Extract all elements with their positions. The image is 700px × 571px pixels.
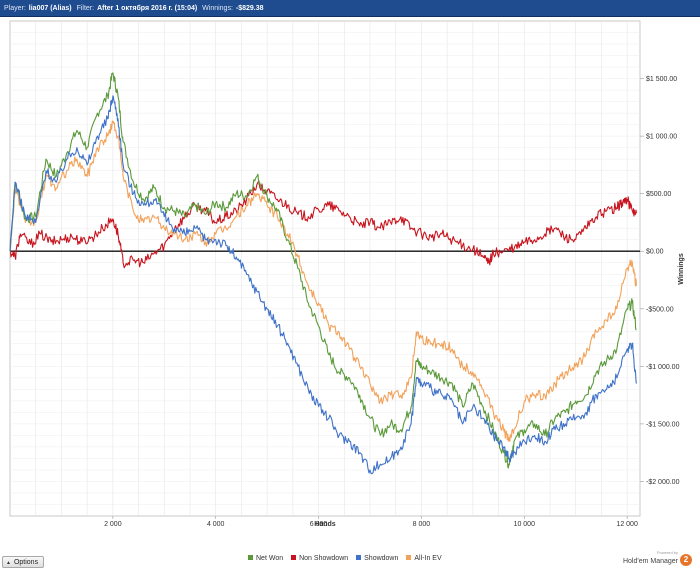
brand-badge-icon: 2 (680, 554, 692, 566)
x-tick-label: 8 000 (413, 521, 431, 528)
brand-name: Hold'em Manager (622, 558, 678, 565)
bottom-bar: ▲ Options Net Won Non Showdown Showdown All-… (0, 550, 700, 571)
y-tick-label: -$500.00 (646, 306, 674, 313)
brand-logo: Powered by Hold'em Manager 2 (610, 550, 698, 571)
grid-lines (10, 21, 640, 516)
legend-label: Non Showdown (299, 555, 349, 562)
player-label: Player: (4, 5, 26, 12)
player-value: lia007 (Alias) (28, 5, 72, 12)
series-line-all-in-ev (9, 120, 637, 442)
y-tick-label: -$1 500.00 (646, 421, 680, 428)
y-tick-label: $1 000.00 (646, 134, 677, 141)
legend-item-non-showdown[interactable]: Non Showdown (291, 555, 348, 562)
winnings-label: Winnings: (202, 5, 233, 12)
x-tick-labels: 2 000 4 000 6 000 8 000 10 000 12 000 (104, 516, 638, 528)
legend-label: All-In EV (414, 555, 442, 562)
series-line-non-showdown (9, 180, 637, 269)
powered-by-text: Powered by (656, 550, 678, 555)
y-tick-label: -$2 000.00 (646, 479, 680, 486)
y-tick-label: -$1 000.00 (646, 364, 680, 371)
legend-label: Showdown (364, 555, 399, 562)
filter-header-bar: Player: lia007 (Alias) Filter: After 1 окт… (0, 0, 700, 17)
legend-label: Net Won (256, 555, 284, 562)
filter-value: After 1 октября 2016 г. (15:04) (97, 5, 198, 12)
x-tick-label: 2 000 (104, 521, 122, 528)
legend-item-showdown[interactable]: Showdown (356, 555, 398, 562)
legend-swatch (248, 555, 253, 560)
y-tick-label: $500.00 (646, 191, 671, 198)
x-tick-label: 6 000 (310, 521, 328, 528)
legend-swatch (406, 555, 412, 560)
legend-swatch (291, 555, 297, 560)
y-axis-title: Winnings (678, 253, 685, 285)
x-tick-label: 4 000 (207, 521, 225, 528)
x-tick-label: 12 000 (616, 521, 638, 528)
series-line-net-won (9, 72, 637, 469)
options-button[interactable]: ▲ Options (2, 556, 44, 568)
winnings-value: -$829.38 (235, 5, 264, 12)
triangle-up-icon: ▲ (6, 560, 11, 566)
series-line-showdown (9, 95, 637, 475)
chart-legend: Net Won Non Showdown Showdown All-In EV (248, 555, 450, 562)
legend-item-net-won[interactable]: Net Won (248, 555, 283, 562)
winnings-graph: $1 500.00 $1 000.00 $500.00 $0.00 -$500.00 -$… (0, 17, 700, 550)
y-tick-label: $0.00 (646, 249, 664, 256)
legend-item-all-in-ev[interactable]: All-In EV (406, 555, 442, 562)
y-tick-labels: $1 500.00 $1 000.00 $500.00 $0.00 -$500.00 -$… (640, 76, 680, 486)
x-tick-label: 10 000 (514, 521, 536, 528)
legend-swatch (356, 555, 362, 560)
filter-label: Filter: (76, 5, 95, 12)
x-axis-title: Hands (314, 521, 336, 528)
series-group (9, 72, 637, 475)
y-tick-label: $1 500.00 (646, 76, 677, 83)
options-label: Options (13, 559, 39, 566)
